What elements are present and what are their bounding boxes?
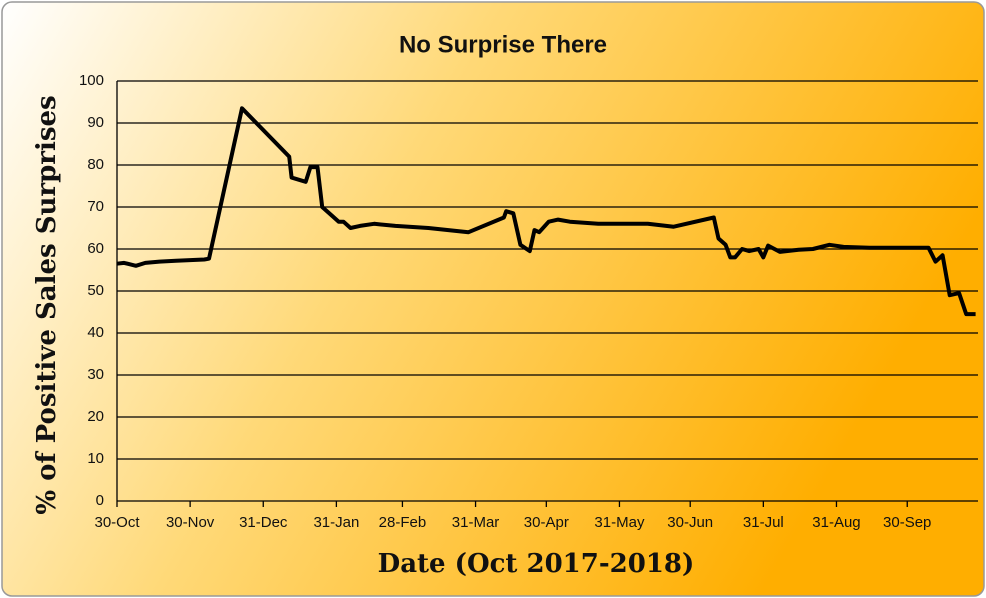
- y-tick-label: 60: [87, 240, 104, 257]
- y-tick-label: 0: [96, 492, 104, 509]
- y-tick-label: 20: [87, 408, 104, 425]
- x-tick-label: 31-Aug: [812, 514, 860, 531]
- y-tick-label: 80: [87, 156, 104, 173]
- x-tick-label: 30-Sep: [883, 514, 931, 531]
- x-axis-label: Date (Oct 2017-2018): [378, 549, 695, 579]
- x-tick-label: 31-Dec: [239, 514, 288, 531]
- x-tick-label: 28-Feb: [379, 514, 427, 531]
- x-tick-label: 31-May: [594, 514, 645, 531]
- x-tick-label: 30-Nov: [166, 514, 215, 531]
- x-tick-label: 30-Jun: [667, 514, 713, 531]
- y-tick-label: 30: [87, 366, 104, 383]
- y-axis-label: % of Positive Sales Surprises: [32, 95, 62, 514]
- y-tick-label: 50: [87, 282, 104, 299]
- x-tick-label: 30-Apr: [524, 514, 569, 531]
- y-tick-label: 70: [87, 198, 104, 215]
- y-tick-label: 100: [79, 72, 104, 89]
- x-tick-label: 31-Mar: [452, 514, 500, 531]
- y-tick-label: 90: [87, 114, 104, 131]
- x-tick-label: 31-Jul: [743, 514, 784, 531]
- y-tick-label: 10: [87, 450, 104, 467]
- y-tick-label: 40: [87, 324, 104, 341]
- x-tick-label: 31-Jan: [313, 514, 359, 531]
- chart-title: No Surprise There: [399, 31, 607, 58]
- x-tick-label: 30-Oct: [94, 514, 140, 531]
- data-line: [116, 106, 976, 317]
